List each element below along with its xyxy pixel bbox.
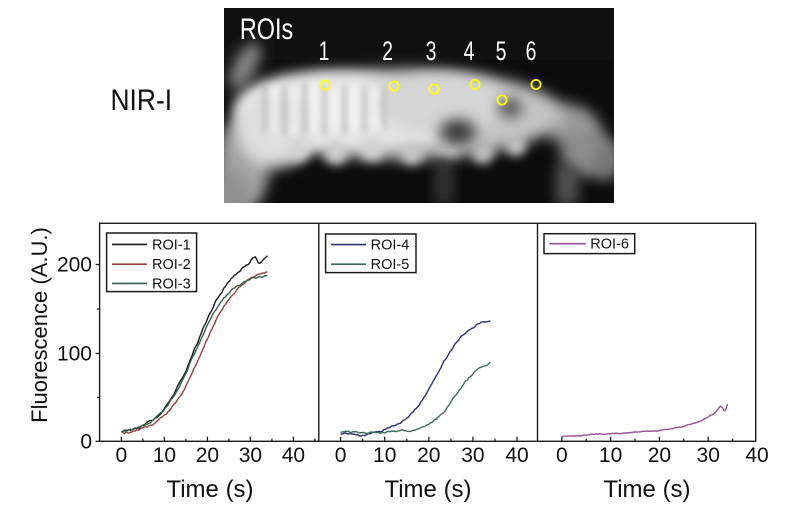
svg-text:10: 10 (153, 444, 176, 467)
svg-text:Fluorescence (A.U.): Fluorescence (A.U.) (27, 227, 52, 423)
svg-text:ROI-5: ROI-5 (371, 257, 410, 273)
svg-text:40: 40 (282, 444, 305, 467)
svg-text:3: 3 (426, 36, 437, 66)
svg-text:Time (s): Time (s) (166, 476, 253, 503)
svg-text:ROIs: ROIs (240, 12, 293, 45)
svg-text:40: 40 (505, 444, 528, 467)
svg-text:0: 0 (116, 444, 128, 467)
svg-text:ROI-4: ROI-4 (371, 238, 410, 254)
svg-text:0: 0 (556, 444, 568, 467)
svg-text:ROI-6: ROI-6 (590, 237, 629, 253)
svg-text:ROI-1: ROI-1 (152, 237, 191, 253)
svg-text:Time (s): Time (s) (603, 476, 690, 503)
svg-text:1: 1 (319, 36, 330, 66)
svg-text:10: 10 (373, 444, 396, 467)
svg-text:ROI-3: ROI-3 (152, 276, 191, 292)
svg-text:0: 0 (80, 430, 92, 453)
svg-text:40: 40 (745, 444, 768, 467)
svg-text:6: 6 (526, 36, 537, 66)
svg-text:ROI-2: ROI-2 (152, 257, 191, 273)
svg-text:NIR-I: NIR-I (111, 82, 173, 116)
svg-text:100: 100 (57, 343, 92, 366)
svg-text:30: 30 (697, 444, 720, 467)
svg-text:30: 30 (461, 444, 484, 467)
svg-text:30: 30 (239, 444, 262, 467)
svg-text:5: 5 (496, 36, 507, 66)
svg-text:0: 0 (335, 444, 347, 467)
svg-text:20: 20 (196, 444, 219, 467)
svg-text:4: 4 (464, 36, 475, 66)
svg-text:10: 10 (599, 444, 622, 467)
svg-text:20: 20 (417, 444, 440, 467)
svg-text:20: 20 (648, 444, 671, 467)
svg-text:200: 200 (57, 254, 92, 277)
svg-text:Time (s): Time (s) (384, 476, 471, 503)
svg-text:2: 2 (382, 36, 393, 66)
